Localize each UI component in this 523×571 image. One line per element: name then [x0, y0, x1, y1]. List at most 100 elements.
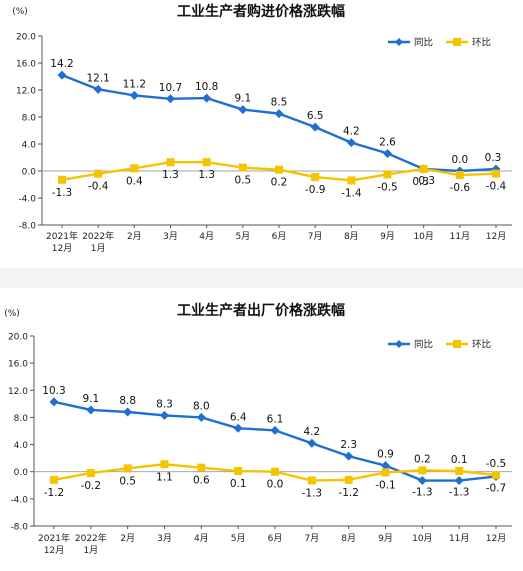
data-point-yoy	[274, 109, 284, 119]
data-point-yoy	[346, 138, 356, 148]
data-label: 11.2	[123, 78, 146, 90]
y-tick-label: 4.0	[22, 141, 37, 151]
data-label: 0.3	[412, 176, 429, 188]
data-label: 2.6	[379, 136, 396, 148]
ex-factory-price-chart: 工业生产者出厂价格涨跌幅 (%) 20.0 16.0 12.0 8.0 4.0 0.0 -4.0…	[4, 302, 512, 556]
data-label: 0.9	[377, 449, 394, 461]
x-category-label-line: 12月	[44, 545, 64, 556]
data-point-mom	[130, 164, 139, 173]
chart-title: 工业生产者购进价格涨跌幅	[177, 3, 345, 20]
data-point-yoy	[93, 84, 103, 94]
data-label: 0.5	[234, 175, 251, 187]
legend-marker-square	[453, 340, 461, 348]
data-point-mom	[160, 460, 169, 469]
data-label: -1.3	[449, 487, 470, 499]
legend-marker-square	[453, 38, 461, 46]
data-label: 1.1	[156, 471, 173, 483]
data-label: 0.1	[451, 454, 468, 466]
chart-panel-ex-factory-price: 工业生产者出厂价格涨跌幅 (%) 20.0 16.0 12.0 8.0 4.0 0.0 -4.0…	[0, 288, 523, 571]
x-category-label-line: 6月	[268, 533, 283, 544]
data-point-mom	[197, 463, 206, 472]
x-category-label: 9月	[380, 231, 395, 242]
data-point-yoy	[123, 407, 133, 417]
data-point-mom	[455, 171, 464, 180]
x-category-label-line: 4月	[194, 533, 209, 544]
data-label: 10.3	[42, 385, 65, 397]
data-label: 8.5	[271, 97, 288, 109]
x-category-label-line: 12月	[486, 533, 506, 544]
x-category-label-line: 9月	[380, 231, 395, 242]
data-label: 1.3	[198, 169, 215, 181]
data-label: 0.3	[418, 175, 435, 187]
data-point-yoy	[160, 410, 169, 420]
x-category-label-line: 12月	[52, 243, 72, 254]
data-point-mom	[418, 466, 427, 475]
x-category-label: 7月	[304, 533, 319, 544]
data-label: 6.4	[230, 411, 247, 423]
data-point-yoy	[381, 461, 390, 471]
x-category-label-line: 8月	[341, 533, 356, 544]
data-point-mom	[94, 169, 103, 178]
x-category-label: 3月	[163, 231, 178, 242]
x-category-label: 10月	[412, 533, 432, 544]
x-category-label: 4月	[194, 533, 209, 544]
data-label: 10.7	[159, 82, 182, 94]
data-label: 0.0	[451, 154, 468, 166]
panel-divider	[0, 268, 523, 288]
data-point-mom	[202, 158, 211, 167]
x-category-label-line: 9月	[378, 533, 393, 544]
y-tick-label: 16.0	[16, 60, 36, 70]
y-axis-unit-label: (%)	[4, 309, 20, 319]
data-label: -0.4	[486, 181, 507, 193]
data-point-mom	[234, 467, 243, 476]
data-label: 9.1	[82, 393, 99, 405]
y-tick-label: 20.0	[16, 33, 36, 43]
x-category-label-line: 7月	[304, 533, 319, 544]
y-tick-label: 12.0	[16, 87, 36, 97]
y-tick-label: 8.0	[22, 114, 37, 124]
x-category-label: 6月	[272, 231, 287, 242]
y-tick-label: 20.0	[8, 333, 28, 343]
x-category-label: 8月	[341, 533, 356, 544]
data-point-yoy	[238, 105, 248, 115]
data-point-yoy	[454, 476, 464, 486]
x-category-label-line: 11月	[450, 231, 470, 242]
data-point-mom	[166, 158, 175, 167]
data-label: -0.7	[486, 482, 507, 494]
data-label: -0.6	[450, 182, 471, 194]
x-category-label-line: 6月	[272, 231, 287, 242]
data-label: 8.8	[119, 395, 136, 407]
data-label: -1.3	[302, 488, 323, 500]
data-point-yoy	[233, 423, 243, 433]
data-point-yoy	[129, 90, 139, 100]
data-point-mom	[344, 475, 353, 484]
data-label: 0.5	[119, 475, 136, 487]
x-category-label-line: 8月	[344, 231, 359, 242]
data-point-mom	[58, 175, 66, 184]
y-tick-label: 12.0	[8, 387, 28, 397]
data-label: -0.5	[377, 181, 398, 193]
data-point-yoy	[310, 122, 320, 132]
data-label: -0.4	[88, 181, 109, 193]
data-label: -0.1	[375, 479, 396, 491]
legend-label: 环比	[472, 339, 491, 351]
x-category-label-line: 2月	[120, 533, 135, 544]
y-tick-label: 8.0	[14, 414, 29, 424]
data-label: -1.3	[52, 187, 73, 199]
purchase-price-chart: 工业生产者购进价格涨跌幅 (%) 20.0 16.0 12.0 8.0 4.0 0.0 -4.0…	[12, 3, 512, 254]
data-point-mom	[271, 467, 279, 476]
data-point-yoy	[307, 438, 317, 448]
x-category-label: 7月	[308, 231, 323, 242]
x-category-label: 2022年 1月	[82, 230, 114, 254]
legend-label: 同比	[414, 37, 433, 49]
legend-marker-diamond	[395, 38, 403, 46]
x-category-label: 10月	[413, 231, 433, 242]
x-category-label-line: 5月	[235, 231, 250, 242]
x-category-label-line: 3月	[163, 231, 178, 242]
data-label: 0.6	[193, 475, 210, 487]
data-point-yoy	[417, 476, 427, 486]
data-label: 9.1	[234, 93, 251, 105]
x-category-label-line: 2021年	[46, 230, 78, 242]
data-point-mom	[123, 464, 132, 473]
data-label: 6.1	[267, 413, 284, 425]
